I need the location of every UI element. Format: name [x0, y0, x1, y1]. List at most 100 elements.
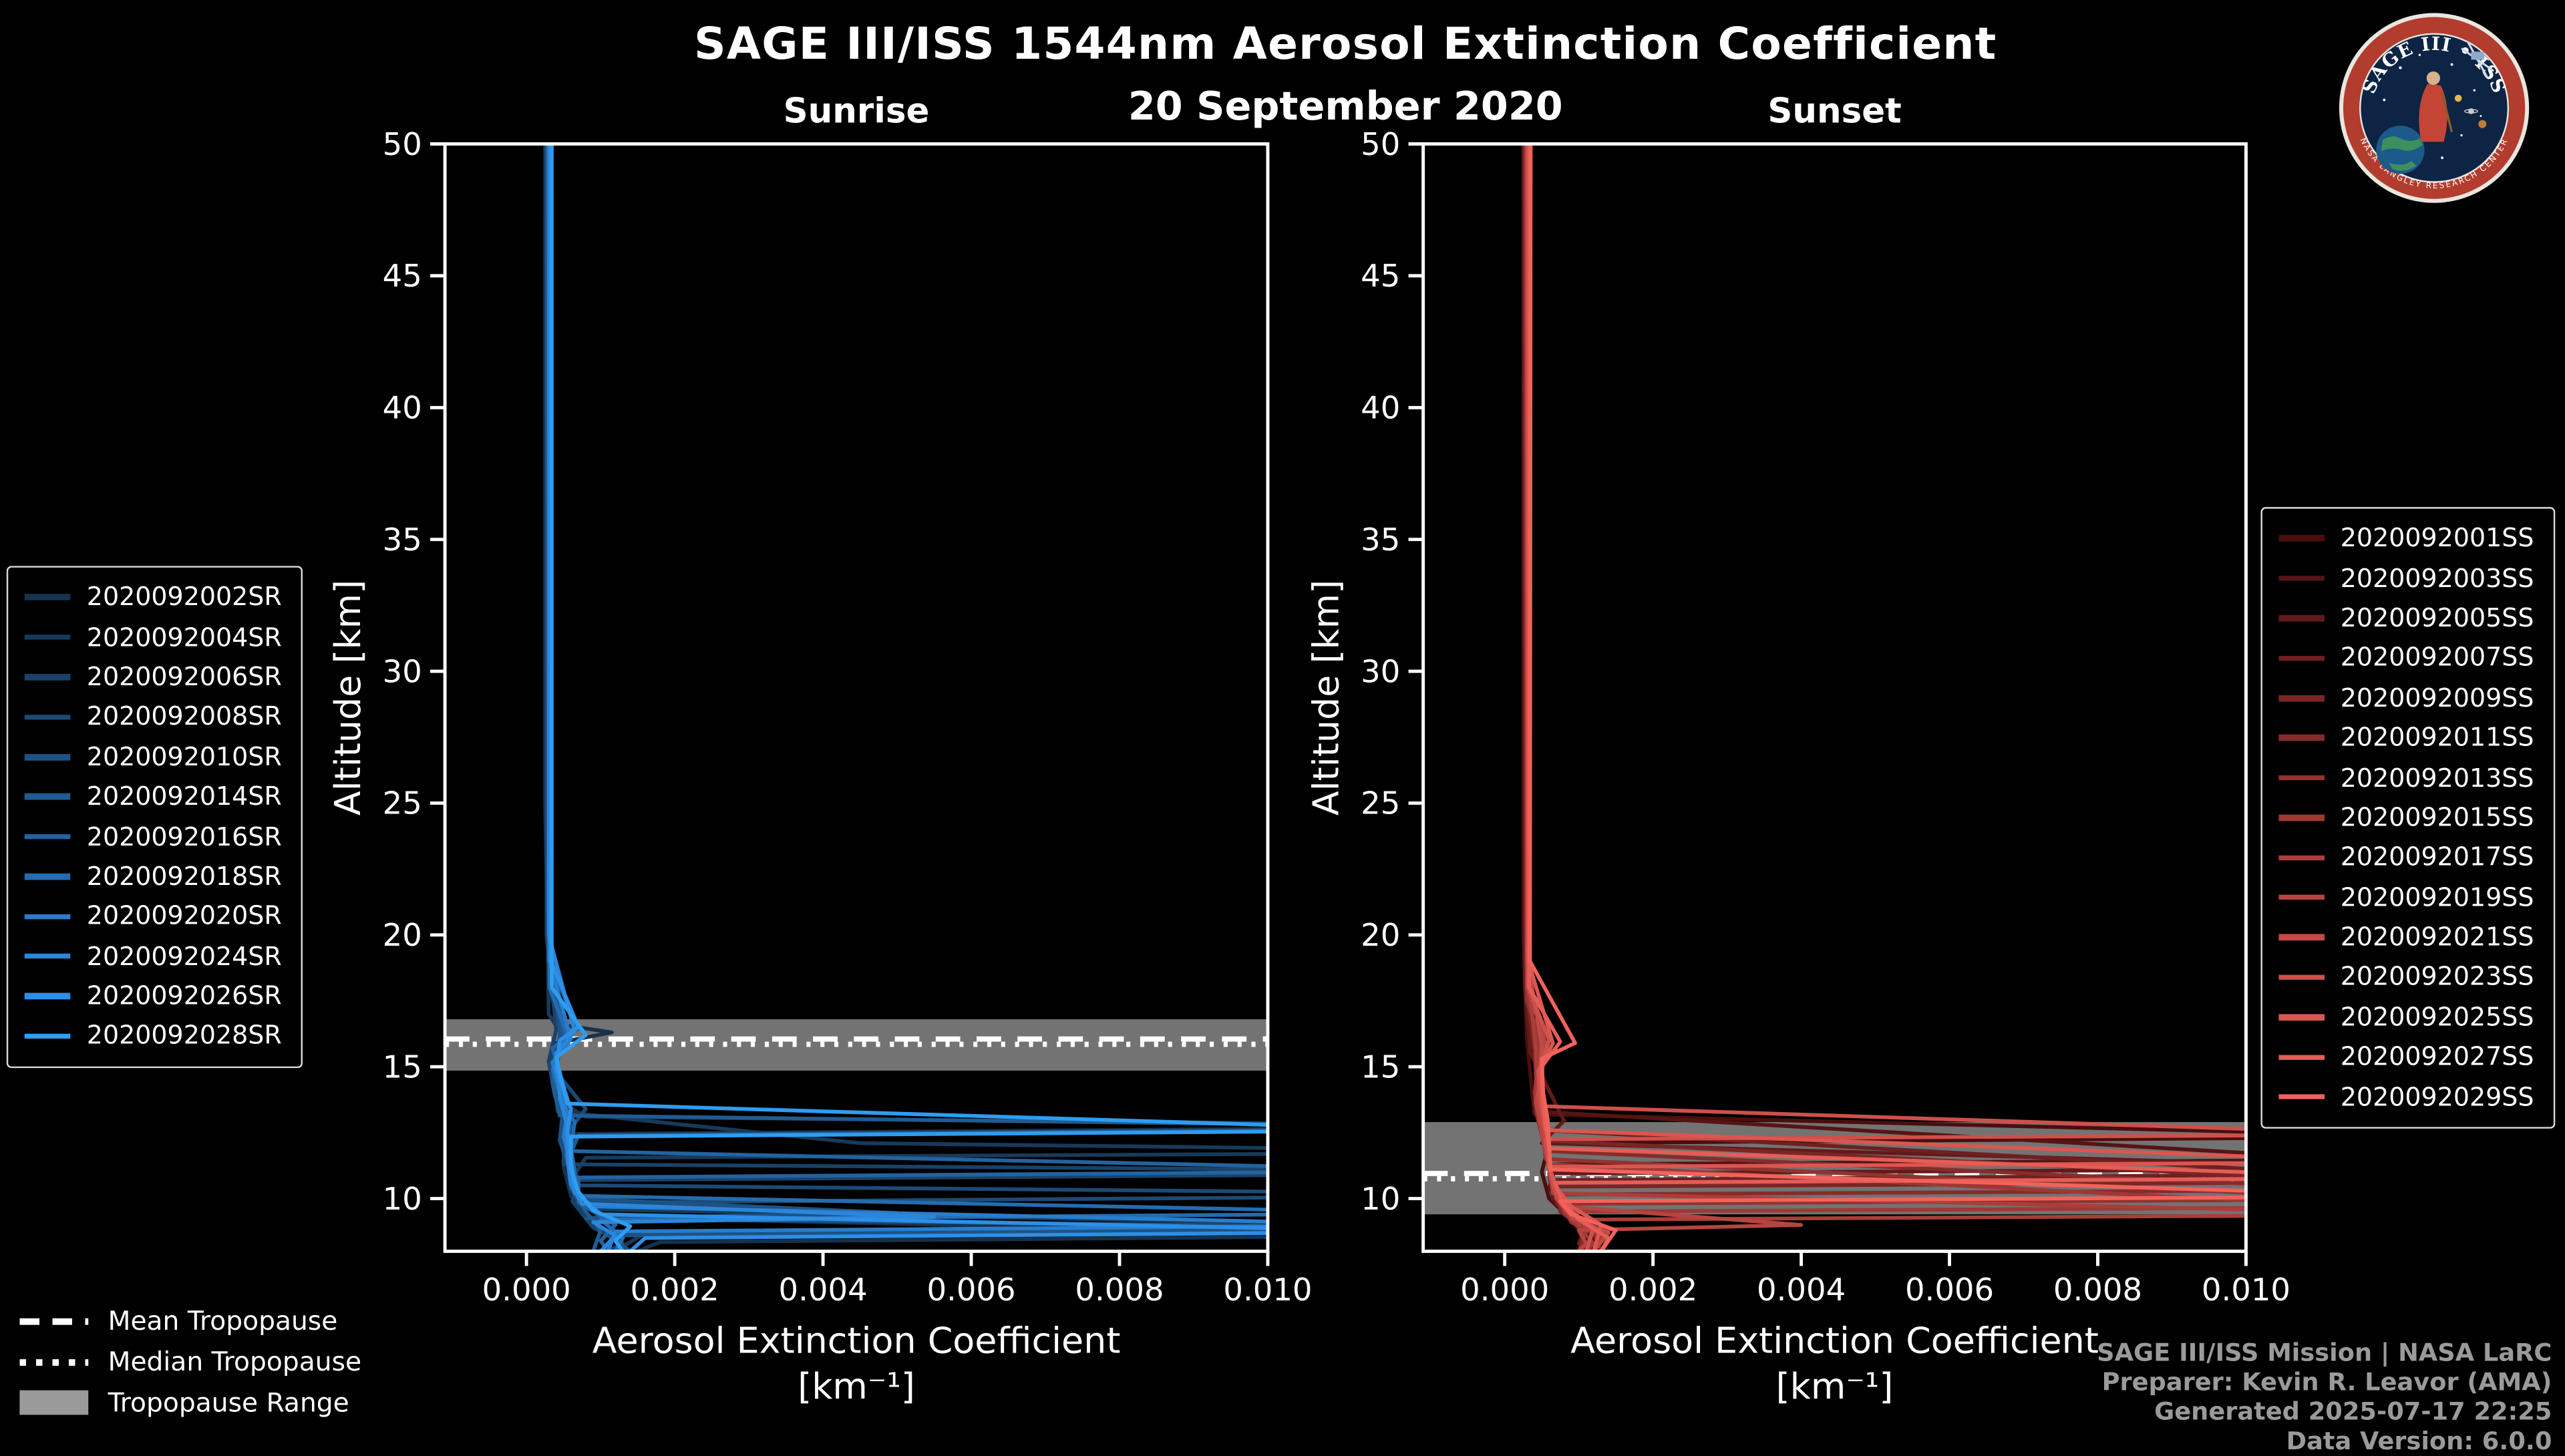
- logo-planets: [2454, 94, 2487, 128]
- legend-item-label: 2020092002SR: [86, 582, 282, 612]
- tropopause-legend-label: Tropopause Range: [108, 1387, 349, 1419]
- x-tick-label: 0.006: [926, 1272, 1015, 1308]
- profile-2020092007SS: [1522, 144, 2246, 1252]
- legend-item-label: 2020092013SS: [2340, 763, 2534, 793]
- y-tick-label: 25: [1361, 785, 1400, 822]
- legend-item-label: 2020092008SR: [86, 702, 282, 732]
- y-tick-label: 50: [1361, 126, 1400, 162]
- y-tick-label: 40: [383, 390, 422, 426]
- profile-2020092003SS: [1522, 144, 2246, 1252]
- profile-2020092013SS: [1524, 144, 2246, 1252]
- profile-2020092010SR: [544, 144, 1268, 1252]
- legend-item-label: 2020092026SR: [86, 981, 282, 1011]
- legend-item: 2020092001SS: [2278, 518, 2534, 558]
- tropopause-legend-item: Mean Tropopause: [19, 1300, 361, 1341]
- legend-item-label: 2020092007SS: [2340, 643, 2534, 673]
- panel-title-sunrise: Sunrise: [783, 92, 930, 131]
- legend-item-label: 2020092004SR: [86, 622, 282, 653]
- legend-swatch: [24, 634, 71, 641]
- legend-item: 2020092005SS: [2278, 598, 2534, 639]
- x-axis-units: [km⁻¹]: [1776, 1365, 1894, 1407]
- legend-item-label: 2020092011SS: [2340, 723, 2534, 753]
- profile-2020092014SR: [546, 144, 1268, 1252]
- y-tick-label: 45: [383, 258, 422, 294]
- y-tick-label: 20: [383, 917, 422, 953]
- legend-item-label: 2020092015SS: [2340, 803, 2534, 833]
- y-tick-label: 40: [1361, 390, 1400, 426]
- legend-swatch: [2278, 735, 2325, 741]
- logo-iss: [2461, 41, 2495, 78]
- legend-item-label: 2020092020SR: [86, 902, 282, 932]
- profile-2020092002SR: [543, 144, 1268, 1252]
- y-tick-label: 15: [383, 1049, 422, 1085]
- legend-swatch: [2278, 615, 2325, 621]
- legend-item: 2020092011SS: [2278, 718, 2534, 758]
- legend-swatch: [24, 874, 71, 880]
- legend-item-label: 2020092006SR: [86, 662, 282, 692]
- profile-2020092016SR: [546, 144, 1268, 1252]
- legend-swatch: [2278, 535, 2325, 542]
- tropopause-legend-label: Mean Tropopause: [108, 1305, 338, 1336]
- legend-item-label: 2020092027SS: [2340, 1042, 2534, 1072]
- legend-item: 2020092016SR: [24, 817, 282, 857]
- legend-swatch: [24, 953, 71, 960]
- legend-item: 2020092004SR: [24, 617, 282, 657]
- figure-title: SAGE III/ISS 1544nm Aerosol Extinction C…: [694, 19, 1997, 71]
- x-axis-label: Aerosol Extinction Coefficient: [1570, 1319, 2099, 1361]
- y-tick-label: 20: [1361, 917, 1400, 953]
- legend-swatch: [2278, 1014, 2325, 1021]
- x-axis-label: Aerosol Extinction Coefficient: [592, 1319, 1121, 1361]
- legend-sunrise: 2020092002SR 2020092004SR 2020092006SR 2020…: [6, 566, 303, 1068]
- legend-item: 2020092015SS: [2278, 797, 2534, 838]
- legend-item: 2020092003SS: [2278, 558, 2534, 598]
- legend-swatch: [2278, 894, 2325, 901]
- y-tick-label: 10: [383, 1181, 422, 1217]
- axes-frame: [1421, 142, 2248, 1253]
- legend-swatch: [2278, 655, 2325, 661]
- x-tick-label: 0.004: [1757, 1272, 1846, 1308]
- legend-item-label: 2020092028SR: [86, 1021, 282, 1051]
- legend-item: 2020092026SR: [24, 976, 282, 1017]
- legend-item: 2020092002SR: [24, 577, 282, 617]
- sunset-panel: 10 15 20 25 30 35 40 45 50 0.000 0.002 0.004 0.006 0.…: [1305, 126, 2290, 1407]
- x-axis-units: [km⁻¹]: [798, 1365, 915, 1407]
- legend-swatch: [24, 793, 71, 800]
- legend-item: 2020092024SR: [24, 936, 282, 976]
- figure-date: 20 September 2020: [1128, 83, 1563, 130]
- y-tick-label: 10: [1361, 1181, 1400, 1217]
- y-tick-label: 50: [383, 126, 422, 162]
- legend-item: 2020092006SR: [24, 657, 282, 697]
- x-tick-label: 0.002: [631, 1272, 719, 1308]
- y-tick-label: 35: [383, 522, 422, 558]
- legend-item: 2020092021SS: [2278, 918, 2534, 958]
- legend-item-label: 2020092016SR: [86, 822, 282, 852]
- legend-swatch: [2278, 775, 2325, 781]
- legend-swatch: [2278, 695, 2325, 701]
- legend-item: 2020092027SS: [2278, 1037, 2534, 1077]
- legend-item: 2020092007SS: [2278, 639, 2534, 679]
- tropopause-legend-item: Tropopause Range: [19, 1382, 361, 1423]
- profile-2020092027SS: [1527, 144, 2246, 1252]
- panel-title-sunset: Sunset: [1767, 92, 1902, 131]
- y-tick-label: 45: [1361, 258, 1400, 294]
- legend-swatch: [2278, 854, 2325, 861]
- legend-swatch: [2278, 575, 2325, 582]
- y-tick-label: 30: [1361, 653, 1400, 689]
- legend-sunset: 2020092001SS 2020092003SS 2020092005SS 2020…: [2260, 507, 2556, 1129]
- dashed-line-swatch: [19, 1317, 89, 1324]
- credit-line: Preparer: Kevin R. Leavor (AMA): [2101, 1367, 2552, 1397]
- x-tick-label: 0.004: [779, 1272, 868, 1308]
- legend-item-label: 2020092005SS: [2340, 603, 2534, 633]
- profile-2020092006SR: [544, 144, 1268, 1252]
- profile-2020092029SS: [1528, 144, 2246, 1252]
- legend-item: 2020092028SR: [24, 1017, 282, 1057]
- credit-line: Data Version: 6.0.0: [2286, 1426, 2552, 1456]
- legend-item: 2020092010SR: [24, 737, 282, 777]
- legend-item-label: 2020092029SS: [2340, 1082, 2534, 1112]
- logo-sage-figure: [2419, 71, 2453, 142]
- x-tick-label: 0.000: [482, 1272, 571, 1308]
- legend-swatch: [2278, 1054, 2325, 1060]
- legend-item: 2020092009SS: [2278, 678, 2534, 718]
